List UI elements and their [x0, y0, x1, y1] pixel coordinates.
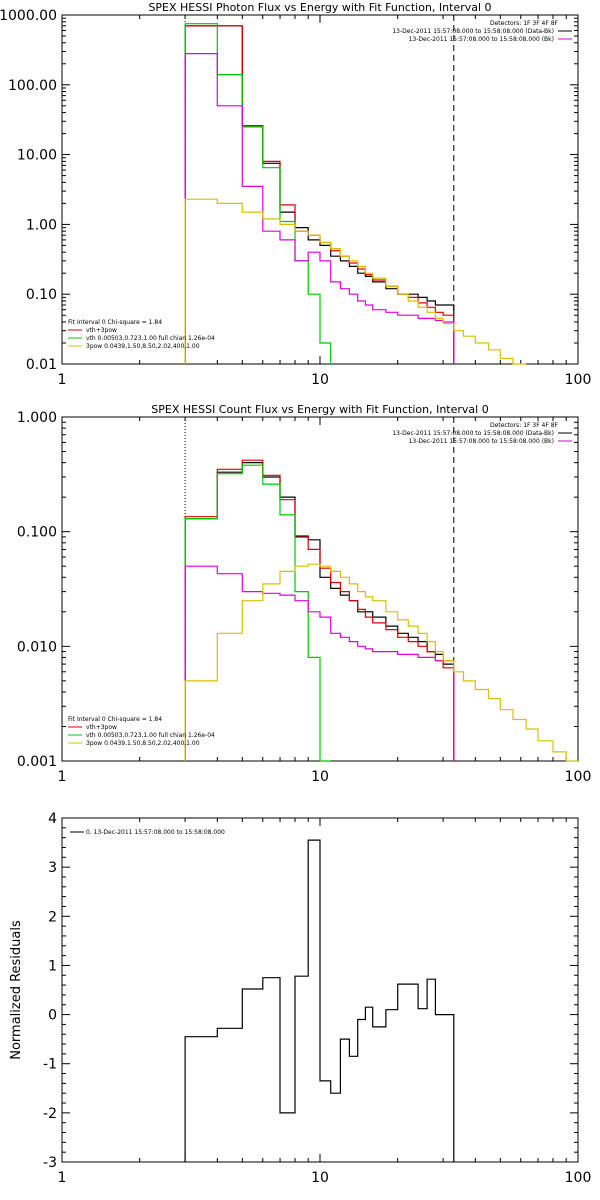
panel1-y-tick-label: 1.00	[26, 217, 57, 233]
panel2-legend-bottomleft-1: vth+3pow	[86, 724, 117, 731]
panel2-y-tick-label: 0.010	[17, 639, 57, 655]
panel2-y-tick-label: 1.000	[17, 410, 57, 426]
panel3-y-tick-label: 4	[48, 811, 57, 827]
panel1-x-tick-label: 10	[311, 372, 329, 388]
panel3-legend-topleft-0: 0. 13-Dec-2011 15:57:08.000 to 15:58:08.…	[86, 829, 225, 836]
panel2-legend-bottomleft-0: Fit Interval 0 Chi-square = 1.84	[68, 716, 162, 723]
panel3-x-tick-label: 1	[58, 1170, 67, 1186]
panel2-series-4-line	[184, 563, 578, 762]
panel1-legend-topright-1: 13-Dec-2011 15:57:08.000 to 15:58:08.000…	[392, 28, 554, 35]
panel2-x-tick-label: 1	[58, 769, 67, 785]
panel1-y-tick-label: 0.10	[26, 287, 57, 303]
panel3-y-tick-label: 2	[48, 909, 57, 925]
panel1-x-tick-label: 1	[58, 372, 67, 388]
panel3-x-tick-label: 100	[565, 1170, 592, 1186]
panel1-legend-bottomleft-3: 3pow 0.0439,1.50,8.50,2.02,400,1.00	[86, 343, 200, 350]
panel2-legend-topright-1: 13-Dec-2011 15:57:08.000 to 15:58:08.000…	[392, 430, 554, 437]
panel1-series-3-line	[184, 53, 455, 364]
panel1-y-tick-label: 100.00	[8, 78, 57, 94]
panel1-legend-bottomleft-2: vth 0.00503,0.723,1.00 full chian 1.26e-…	[86, 335, 215, 342]
panel1-y-tick-label: 10.00	[17, 148, 57, 164]
panel2-x-tick-label: 10	[311, 769, 329, 785]
panel2-legend-bottomleft-3: 3pow 0.0439,1.50,8.50,2.02,400,1.00	[86, 740, 200, 747]
panel1-series-4-line	[184, 198, 527, 365]
panel2-y-tick-label: 0.100	[17, 525, 57, 541]
panel1-series-2-line	[184, 23, 332, 364]
panel3-y-tick-label: -2	[43, 1106, 57, 1122]
panel1-x-tick-label: 100	[565, 372, 592, 388]
panel1-title: SPEX HESSI Photon Flux vs Energy with Fi…	[148, 1, 491, 14]
panel2-title: SPEX HESSI Count Flux vs Energy with Fit…	[151, 403, 488, 416]
panel1-series-0-line	[184, 25, 455, 364]
panel2-series-2-line	[184, 464, 331, 762]
panel1-legend-bottomleft-0: Fit Interval 0 Chi-square = 1.84	[68, 319, 162, 326]
panel1-legend-bottomleft-1: vth+3pow	[86, 327, 117, 334]
panel1-legend-topright-2: 13-Dec-2011 15:57:08.000 to 15:58:08.000…	[409, 36, 554, 43]
panel3-series-0-line	[184, 839, 455, 1162]
panel3-y-tick-label: 3	[48, 860, 57, 876]
panel2-legend-topright-0: Detectors: 1F 3F 4F 8F	[490, 422, 559, 429]
panel3-y-tick-label: -1	[43, 1057, 57, 1073]
panel1-y-tick-label: 1000.00	[0, 8, 57, 24]
panel3-y-tick-label: -3	[43, 1155, 57, 1171]
panel3-ylabel: Normalized Residuals	[9, 920, 24, 1060]
panel1-y-tick-label: 0.01	[26, 357, 57, 373]
panel1-legend-topright-0: Detectors: 1F 3F 4F 8F	[490, 20, 559, 27]
panel3-y-tick-label: 1	[48, 958, 57, 974]
panel3-y-tick-label: 0	[48, 1008, 57, 1024]
panel2-legend-bottomleft-2: vth 0.00503,0.723,1.00 full chian 1.26e-…	[86, 732, 215, 739]
panel3-x-tick-label: 10	[311, 1170, 329, 1186]
panel2-y-tick-label: 0.001	[17, 754, 57, 770]
panel2-x-tick-label: 100	[565, 769, 592, 785]
panel2-legend-topright-2: 13-Dec-2011 15:57:08.000 to 15:58:08.000…	[409, 438, 554, 445]
panel2-series-1-line	[184, 459, 455, 761]
